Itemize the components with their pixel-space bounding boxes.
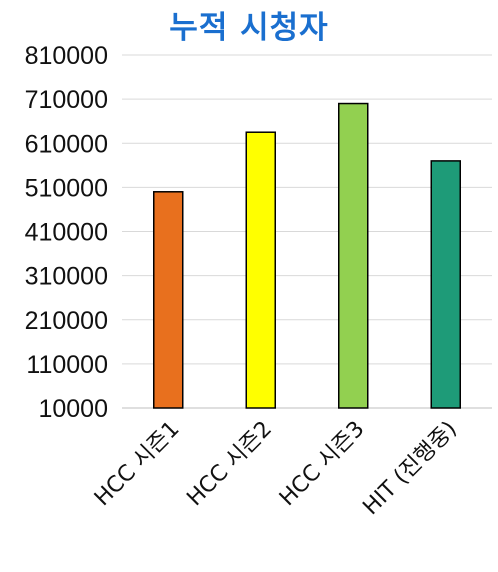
y-tick-label: 610000 <box>25 130 108 158</box>
x-category-label: HCC 시즌1 <box>90 417 185 512</box>
y-tick-label: 210000 <box>25 307 108 335</box>
bar-4 <box>430 160 461 409</box>
y-tick-label: 410000 <box>25 219 108 247</box>
y-tick-label: 110000 <box>26 351 108 379</box>
x-category-label: HIT (진행중) <box>359 417 462 520</box>
bar-2 <box>245 131 276 409</box>
bar-1 <box>153 191 184 409</box>
y-tick-label: 310000 <box>25 263 108 291</box>
chart-title: 누적 시청자 <box>169 10 329 46</box>
bar-3 <box>338 102 369 409</box>
y-tick-label: 510000 <box>25 174 108 202</box>
x-category-label: HCC 시즌3 <box>275 417 370 512</box>
y-tick-label: 810000 <box>25 42 108 70</box>
x-category-label: HCC 시즌2 <box>182 417 277 512</box>
y-tick-label: 710000 <box>25 86 108 114</box>
y-tick-label: 10000 <box>38 395 108 423</box>
